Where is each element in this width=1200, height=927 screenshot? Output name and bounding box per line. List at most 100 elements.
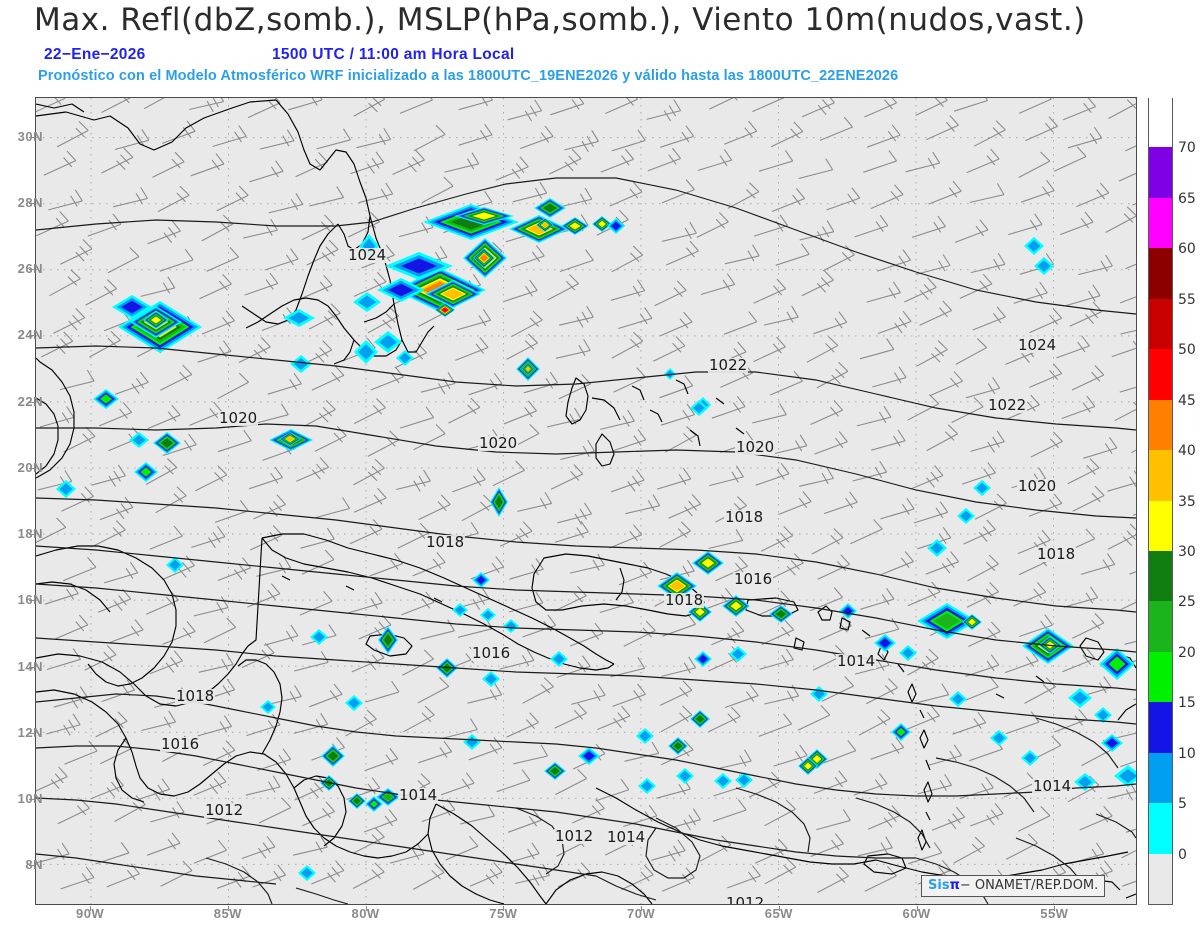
colorbar-band <box>1149 600 1172 652</box>
isobar-label-backdrop <box>725 896 765 904</box>
reflectivity-cell <box>442 288 464 300</box>
isobar-label-backdrop <box>204 803 244 818</box>
reflectivity-cell <box>960 510 972 522</box>
reflectivity-cell <box>132 434 146 446</box>
reflectivity-cell <box>930 542 944 554</box>
x-axis-tick <box>1054 906 1056 911</box>
reflectivity-cell <box>993 732 1005 744</box>
y-axis-tick-label-20n: 20N <box>17 459 43 475</box>
reflectivity-cell <box>353 797 361 805</box>
reflectivity-shading <box>56 198 1136 881</box>
reflectivity-cell <box>695 715 705 723</box>
x-axis-tick <box>503 906 505 911</box>
isobar-label-backdrop <box>836 654 876 669</box>
y-axis-tick-label-14n: 14N <box>17 658 43 674</box>
isobar-label: 1024 <box>1018 336 1056 354</box>
isobar-label: 1012 <box>726 894 764 904</box>
reflectivity-cell <box>293 358 309 370</box>
map-plot-area[interactable]: 1024 1020 1020 1022 1020 1024 1022 1020 1018 1018… <box>35 97 1137 905</box>
y-axis-tick <box>29 136 35 138</box>
weather-map: 1024 1020 1020 1022 1020 1024 1022 1020 1018 1018… <box>36 98 1136 904</box>
colorbar-tick-50: 50 <box>1178 342 1196 359</box>
isobar-label: 1024 <box>348 246 386 264</box>
chart-header: Max. Refl(dbZ,somb.), MSLP(hPa,somb.), V… <box>0 0 1200 95</box>
lat-lon-gridlines <box>36 98 1136 904</box>
y-axis-tick-label-16n: 16N <box>17 592 43 608</box>
isobar-label-backdrop <box>735 440 775 455</box>
colorbar-band <box>1149 701 1172 753</box>
isobar-label: 1012 <box>205 801 243 819</box>
colorbar-tick-25: 25 <box>1178 594 1196 611</box>
reflectivity-colorbar[interactable] <box>1148 96 1173 905</box>
page-title: Max. Refl(dbZ,somb.), MSLP(hPa,somb.), V… <box>34 2 1086 38</box>
x-axis-tick-label-55w: 55W <box>1040 906 1069 921</box>
isobar-label-backdrop <box>471 646 511 661</box>
colorbar-band <box>1149 247 1172 299</box>
sis-logo-text: Sis <box>928 878 950 893</box>
isobar-label-backdrop <box>347 248 387 263</box>
reflectivity-cell <box>301 867 313 879</box>
y-axis-tick <box>29 865 35 867</box>
reflectivity-cell <box>1072 691 1088 705</box>
model-run-info: Pronóstico con el Modelo Atmosférico WRF… <box>38 68 899 84</box>
reflectivity-cell <box>472 212 496 220</box>
y-axis-tick-label-18n: 18N <box>17 526 43 542</box>
reflectivity-cell <box>730 601 742 611</box>
isobar-label-backdrop <box>1032 779 1072 794</box>
reflectivity-cell <box>1118 768 1136 784</box>
x-axis-tick <box>227 906 229 911</box>
colorbar-band <box>1149 197 1172 249</box>
isobar-label-backdrop <box>1017 479 1057 494</box>
reflectivity-cell <box>161 438 173 448</box>
isobar-label: 1016 <box>161 735 199 753</box>
isobar-label: 1014 <box>837 652 875 670</box>
isobar-label: 1018 <box>1037 545 1075 563</box>
colorbar-band <box>1149 399 1172 451</box>
colorbar-tick-10: 10 <box>1178 745 1196 762</box>
x-axis-tick-label-70w: 70W <box>626 906 656 921</box>
reflectivity-cell <box>399 352 411 364</box>
reflectivity-cell <box>698 654 708 664</box>
isobar-label: 1020 <box>736 438 774 456</box>
reflectivity-cell <box>543 203 557 213</box>
colorbar-tick-40: 40 <box>1178 443 1196 460</box>
reflectivity-cell <box>611 221 621 231</box>
y-axis-tick <box>29 600 35 602</box>
colorbar-tick-65: 65 <box>1178 190 1196 207</box>
reflectivity-cell <box>1027 240 1041 252</box>
colorbar-band <box>1149 752 1172 804</box>
reflectivity-cell <box>553 653 565 665</box>
x-axis-tick-label-90w: 90W <box>75 906 105 921</box>
isobar-label-backdrop <box>398 788 438 803</box>
reflectivity-cell <box>693 402 705 414</box>
reflectivity-cell <box>804 762 812 770</box>
reflectivity-cell <box>673 742 683 750</box>
isobar-label-backdrop <box>733 572 773 587</box>
reflectivity-cell <box>1077 776 1093 788</box>
reflectivity-cell <box>902 647 914 659</box>
isobar-label-backdrop <box>1036 547 1076 562</box>
reflectivity-cell <box>479 254 489 262</box>
reflectivity-cell <box>732 648 744 660</box>
reflectivity-cell <box>442 663 452 673</box>
reflectivity-cell <box>695 608 705 616</box>
colorbar-tick-60: 60 <box>1178 241 1196 258</box>
colorbar-tick-5: 5 <box>1178 796 1187 813</box>
y-axis-tick-label-10n: 10N <box>17 791 43 807</box>
colorbar-tick-70: 70 <box>1178 140 1196 157</box>
isobar-label: 1022 <box>709 356 747 374</box>
reflectivity-cell <box>641 780 653 792</box>
isobar-label: 1016 <box>472 644 510 662</box>
y-axis-tick-label-30n: 30N <box>17 128 43 144</box>
reflectivity-cell <box>1108 656 1126 672</box>
y-axis-tick-label-26n: 26N <box>17 261 43 277</box>
isobar-label: 1020 <box>219 409 257 427</box>
y-axis-tick-label-28n: 28N <box>17 194 43 210</box>
isobar-label-backdrop <box>708 358 748 373</box>
x-axis-tick <box>90 906 92 911</box>
y-axis-tick-label-24n: 24N <box>17 327 43 343</box>
colorbar-tick-0: 0 <box>1178 846 1187 863</box>
colorbar-tick-45: 45 <box>1178 392 1196 409</box>
colorbar-band <box>1149 348 1172 400</box>
colorbar-band <box>1149 449 1172 501</box>
